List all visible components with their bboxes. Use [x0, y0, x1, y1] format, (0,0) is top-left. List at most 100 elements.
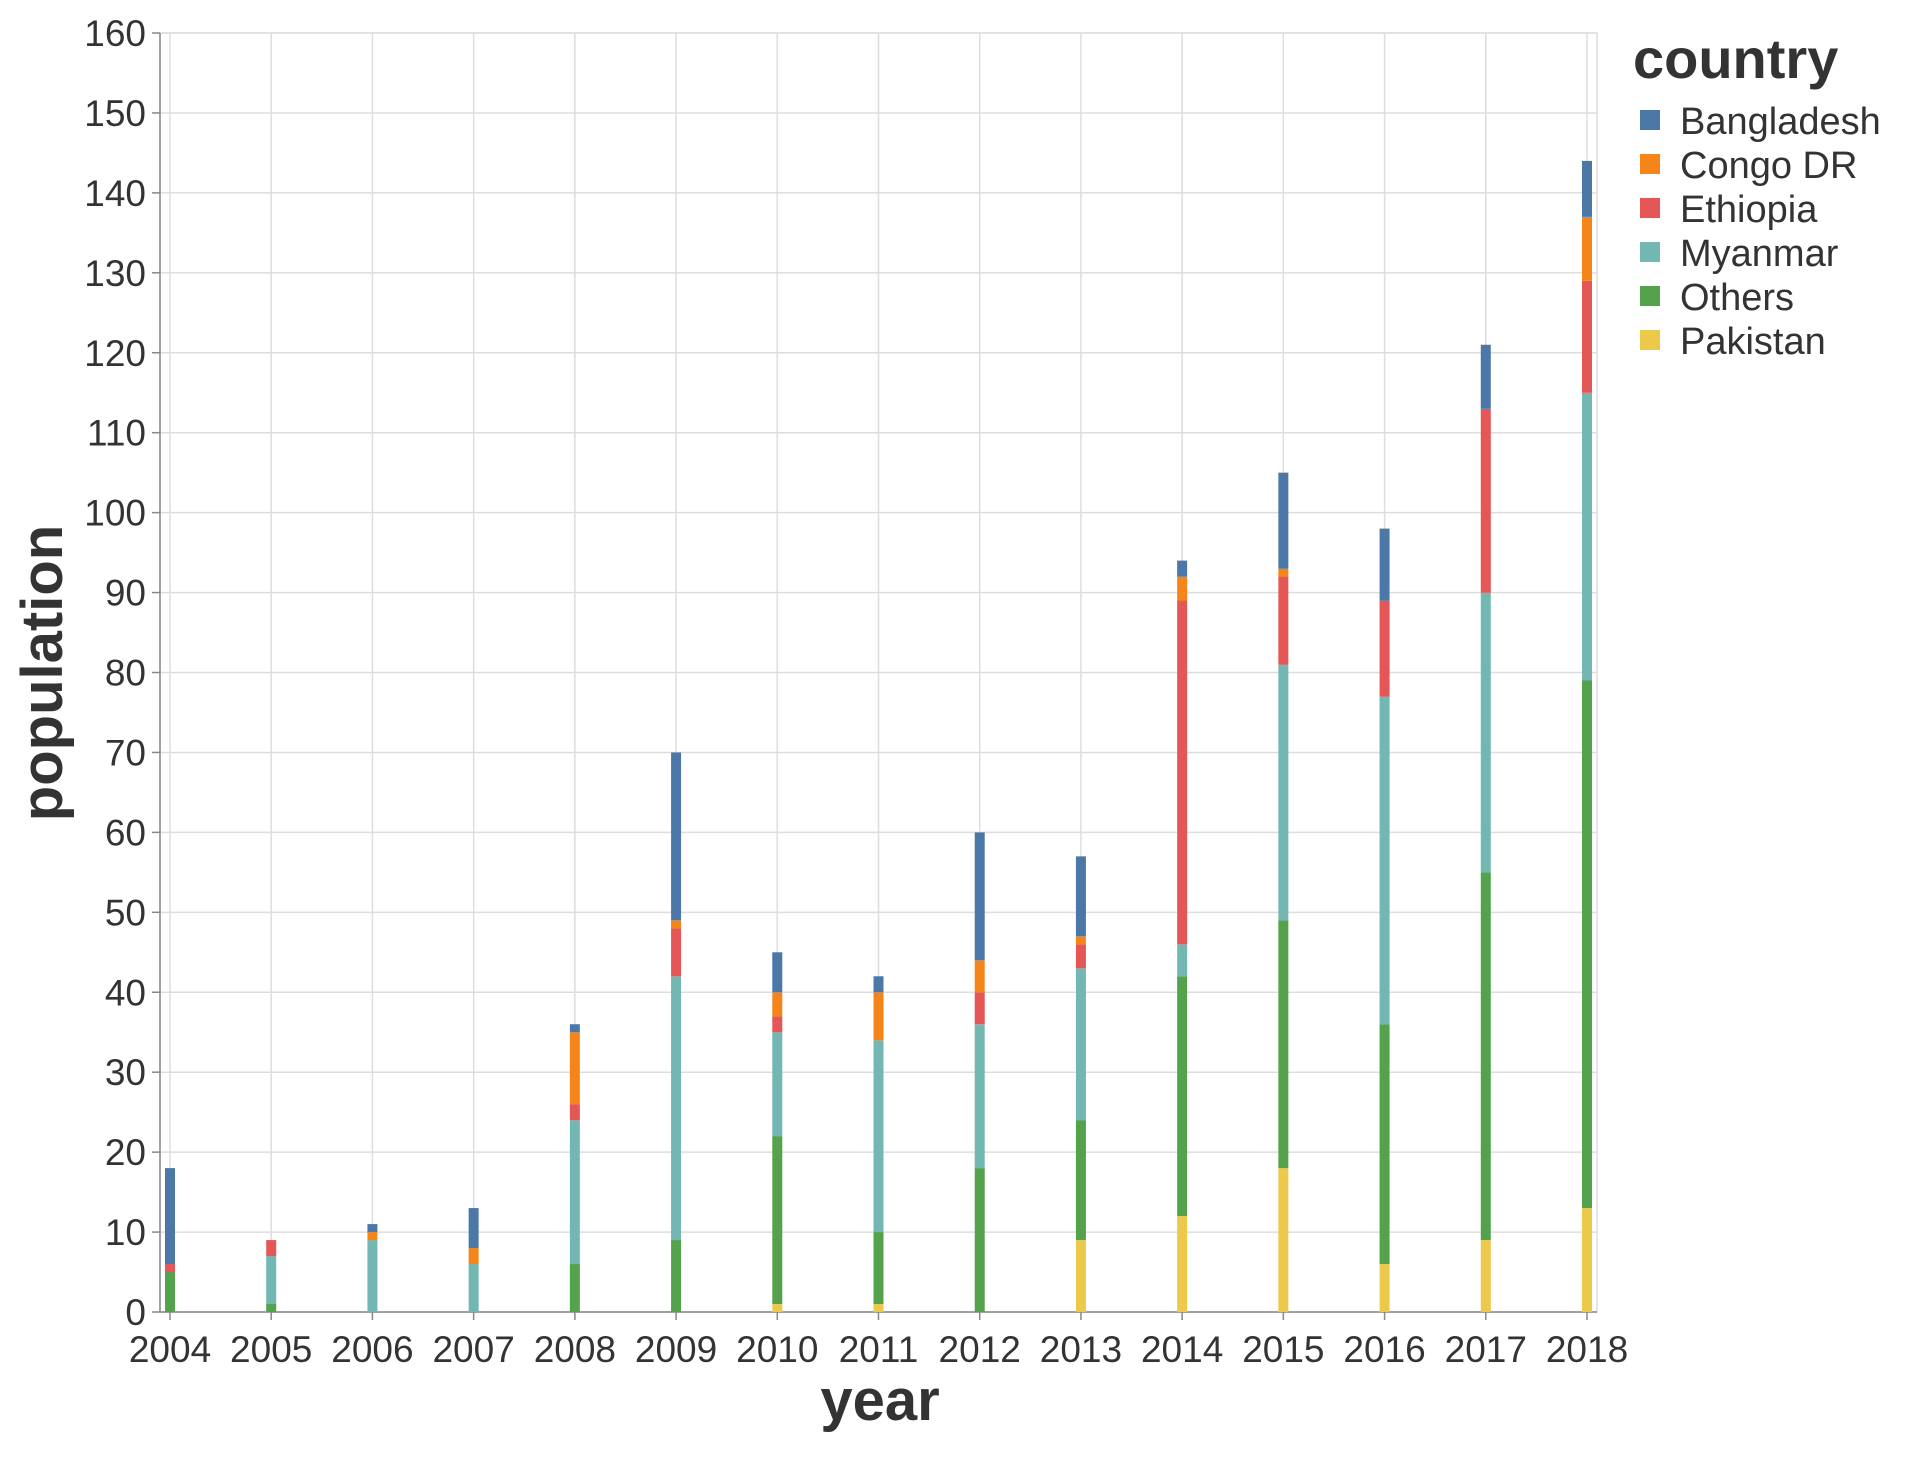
- legend-label: Myanmar: [1680, 233, 1839, 275]
- y-tick-label: 30: [105, 1052, 146, 1093]
- legend-swatch: [1640, 154, 1660, 174]
- bar-segment: [1278, 472, 1289, 569]
- bar-segment: [772, 1304, 783, 1312]
- bar-segment: [1075, 1120, 1086, 1241]
- bar-segment: [266, 1304, 277, 1312]
- bar-segment: [1278, 568, 1289, 577]
- bar-segment: [1278, 576, 1289, 665]
- bar-segment: [1075, 944, 1086, 969]
- bar-segment: [1582, 680, 1592, 1209]
- bar-segment: [1379, 528, 1390, 601]
- y-tick-label: 110: [87, 413, 146, 454]
- bar-segment: [1379, 1024, 1390, 1265]
- y-tick-label: 130: [84, 253, 146, 294]
- y-tick-label: 70: [105, 732, 146, 773]
- x-tick-label: 2013: [1040, 1329, 1122, 1370]
- x-tick-label: 2010: [736, 1329, 818, 1370]
- y-axis-title: population: [10, 525, 75, 821]
- bar-segment: [367, 1232, 378, 1241]
- x-tick-label: 2006: [331, 1329, 413, 1370]
- bar-segment: [671, 920, 682, 929]
- bar-segment: [671, 928, 682, 977]
- bar-segment: [569, 1032, 580, 1105]
- x-tick-label: 2018: [1546, 1329, 1628, 1370]
- y-tick-label: 120: [84, 333, 146, 374]
- bar-segment: [974, 1168, 985, 1312]
- x-tick-label: 2007: [432, 1329, 514, 1370]
- bar-segment: [1075, 968, 1086, 1121]
- bar-segment: [772, 992, 783, 1017]
- bar-segment: [1278, 920, 1289, 1169]
- bar-segment: [1582, 160, 1592, 217]
- y-tick-label: 80: [105, 653, 146, 694]
- bar-segment: [1075, 936, 1086, 945]
- bar-segment: [1480, 1240, 1491, 1312]
- bar-segment: [873, 976, 884, 993]
- bar-segment: [873, 1232, 884, 1305]
- bar-segment: [1075, 856, 1086, 937]
- bar-segment: [772, 952, 783, 993]
- y-tick-label: 150: [84, 93, 146, 134]
- bar-segment: [1379, 1264, 1390, 1312]
- bar-segment: [671, 752, 682, 921]
- bar-segment: [266, 1256, 277, 1305]
- bar-segment: [1480, 592, 1491, 873]
- y-tick-label: 20: [105, 1132, 146, 1173]
- bar-segment: [1582, 280, 1592, 393]
- x-axis: 2004 2005 2006 2007 2008 2009 2010 2011 2012 2013…: [129, 1311, 1628, 1370]
- y-tick-label: 160: [84, 13, 146, 54]
- legend-label: Others: [1680, 277, 1794, 319]
- legend-swatch: [1640, 286, 1660, 306]
- legend-label: Congo DR: [1680, 145, 1857, 187]
- bar-segment: [1582, 392, 1592, 681]
- bar-segment: [569, 1104, 580, 1121]
- x-tick-label: 2012: [939, 1329, 1021, 1370]
- y-tick-label: 50: [105, 892, 146, 933]
- bar-segment: [974, 832, 985, 961]
- x-tick-label: 2017: [1445, 1329, 1527, 1370]
- y-tick-label: 0: [125, 1292, 146, 1333]
- bar-segment: [873, 1304, 884, 1312]
- y-tick-label: 90: [105, 573, 146, 614]
- legend-label: Pakistan: [1680, 321, 1826, 363]
- y-tick-label: 100: [84, 493, 146, 534]
- x-tick-label: 2004: [129, 1329, 211, 1370]
- bar-segment: [1177, 1216, 1188, 1312]
- bar-segment: [974, 992, 985, 1025]
- bar-segment: [1278, 1168, 1289, 1312]
- bar-segment: [873, 992, 884, 1041]
- x-tick-label: 2014: [1141, 1329, 1223, 1370]
- y-tick-label: 140: [84, 173, 146, 214]
- bar-segment: [165, 1272, 175, 1312]
- bar-segment: [1177, 976, 1188, 1217]
- bar-segment: [569, 1120, 580, 1265]
- bar-segment: [1278, 664, 1289, 921]
- bar-segment: [468, 1208, 479, 1249]
- bar-segment: [873, 1040, 884, 1233]
- bar-segment: [367, 1224, 378, 1233]
- y-axis: 0 10 20 30 40 50 60 70 80 90 100 110 120 130 140 150 160: [84, 13, 161, 1333]
- bar-segment: [1480, 344, 1491, 409]
- x-axis-title: year: [820, 1368, 939, 1433]
- bar-segment: [165, 1168, 175, 1265]
- bar-segment: [974, 1024, 985, 1169]
- bar-segment: [1177, 600, 1188, 945]
- bar-segment: [772, 1016, 783, 1033]
- bar-segment: [468, 1248, 479, 1265]
- bar-segment: [1379, 600, 1390, 697]
- bar-segment: [1379, 696, 1390, 1025]
- bar-segment: [671, 1240, 682, 1312]
- legend-swatch: [1640, 242, 1660, 262]
- bar-segment: [1177, 944, 1188, 977]
- legend-swatch: [1640, 198, 1660, 218]
- bars: [165, 160, 1592, 1312]
- x-tick-label: 2008: [534, 1329, 616, 1370]
- y-tick-label: 60: [105, 812, 146, 853]
- y-tick-label: 10: [105, 1212, 146, 1253]
- bar-segment: [367, 1240, 378, 1312]
- bar-segment: [671, 976, 682, 1241]
- y-tick-label: 40: [105, 972, 146, 1013]
- bar-segment: [1582, 1208, 1592, 1312]
